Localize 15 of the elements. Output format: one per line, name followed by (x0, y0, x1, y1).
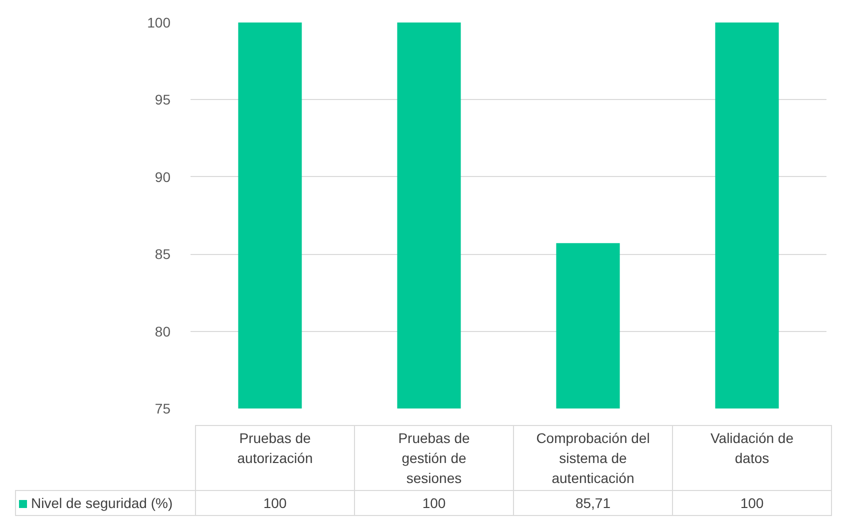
data-label: 85,71 (514, 490, 672, 516)
x-tick-label: Pruebas de gestión de sesiones (354, 426, 514, 490)
y-tick-label: 100 (147, 14, 171, 30)
data-label: 100 (354, 490, 514, 516)
y-tick-label: 80 (154, 323, 171, 340)
legend-label: Nivel de seguridad (%) (16, 490, 196, 516)
y-tick-label: 90 (154, 168, 171, 185)
y-tick-label: 95 (154, 92, 171, 108)
x-tick-label: Validación de datos (672, 426, 832, 490)
data-label: 100 (196, 490, 354, 516)
x-tick-label: Pruebas de autorización (196, 426, 354, 490)
y-tick-label: 75 (154, 400, 171, 416)
y-tick-label: 85 (154, 246, 171, 262)
x-tick-label: Comprobación del sistema de autenticación (514, 426, 672, 490)
data-label: 100 (672, 490, 832, 516)
